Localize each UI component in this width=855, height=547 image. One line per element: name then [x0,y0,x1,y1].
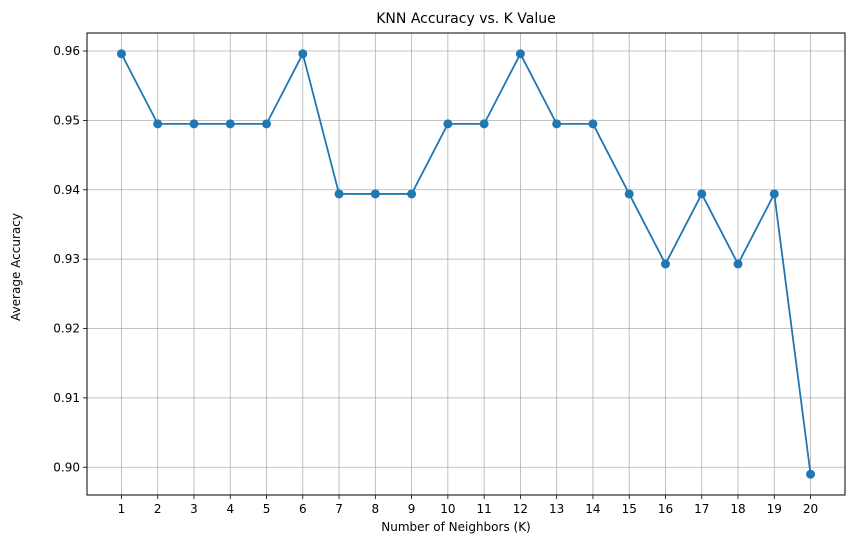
data-point [116,49,126,59]
x-tick-label: 20 [803,502,818,516]
line-layer [120,52,812,475]
data-point [624,189,634,199]
x-tick-label: 7 [335,502,343,516]
x-tick-label: 19 [767,502,782,516]
x-tick-label: 9 [408,502,416,516]
y-tick-label: 0.91 [53,391,80,405]
x-axis-label: Number of Neighbors (K) [381,520,531,534]
data-point [697,189,707,199]
series-line [120,52,812,475]
data-point [479,119,489,129]
x-tick-label: 15 [622,502,637,516]
x-tick-label: 16 [658,502,673,516]
x-tick-label: 18 [730,502,745,516]
x-tick-label: 5 [263,502,271,516]
x-tick-label: 2 [154,502,162,516]
data-point [189,119,199,129]
plot-frame [86,32,846,496]
marker-layer [116,49,816,479]
data-point [552,119,562,129]
x-tick-label: 4 [226,502,234,516]
data-point [806,469,816,479]
y-tick-label: 0.95 [53,113,80,127]
y-tick-label: 0.92 [53,322,80,336]
x-tick-label: 13 [549,502,564,516]
y-tick-label: 0.90 [53,460,80,474]
data-point [370,189,380,199]
data-point [733,259,743,269]
y-axis-ticks: 0.90 0.91 0.92 0.93 0.94 0.95 0.96 [53,44,87,474]
data-point [153,119,163,129]
data-point [262,119,272,129]
data-point [407,189,417,199]
data-point [298,49,308,59]
x-tick-label: 1 [118,502,126,516]
y-tick-label: 0.93 [53,252,80,266]
chart-title: KNN Accuracy vs. K Value [376,11,556,27]
x-tick-label: 11 [476,502,491,516]
x-axis-ticks: 1 2 3 4 5 6 7 8 9 10 11 12 13 14 15 16 17 18 19 20 [118,495,818,516]
data-point [769,189,779,199]
x-tick-label: 12 [513,502,528,516]
x-tick-label: 6 [299,502,307,516]
y-axis-label: Average Accuracy [9,213,23,321]
x-tick-label: 3 [190,502,198,516]
x-tick-label: 10 [440,502,455,516]
x-tick-label: 17 [694,502,709,516]
data-point [660,259,670,269]
y-tick-label: 0.96 [53,44,80,58]
data-point [515,49,525,59]
x-tick-label: 8 [372,502,380,516]
data-point [334,189,344,199]
data-point [225,119,235,129]
y-tick-label: 0.94 [53,183,80,197]
x-tick-label: 14 [585,502,600,516]
data-point [588,119,598,129]
data-point [443,119,453,129]
